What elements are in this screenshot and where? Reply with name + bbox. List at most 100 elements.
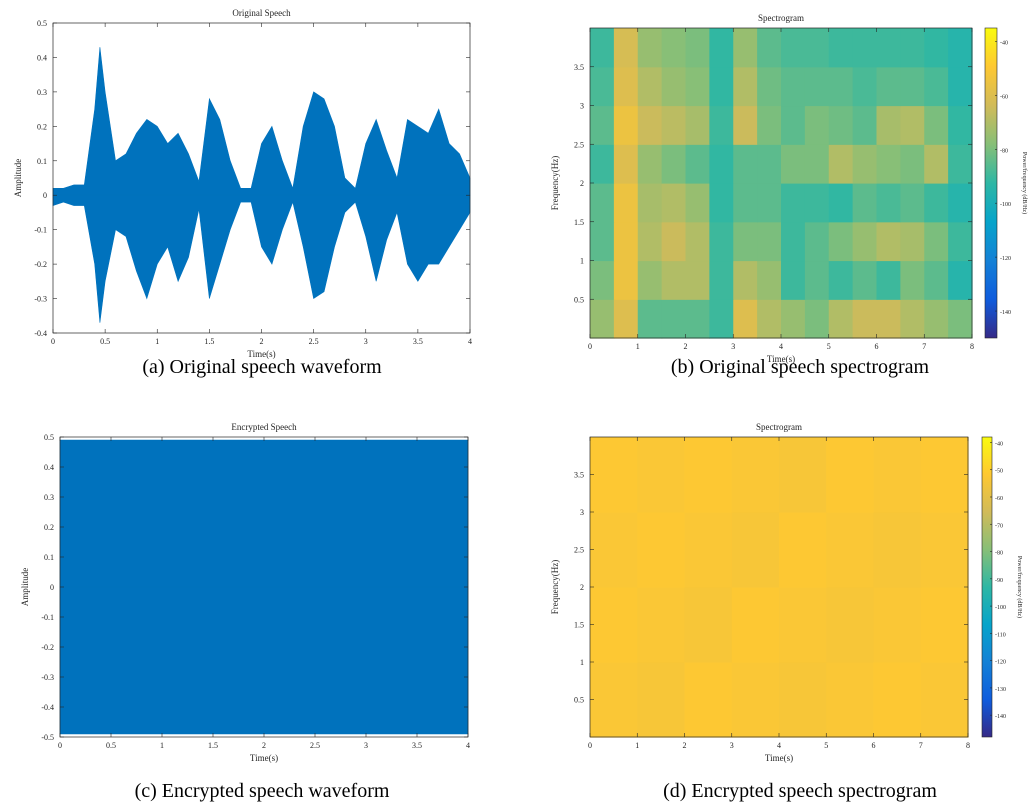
spectrogram-cell: [781, 222, 805, 261]
x-tick-label: 3: [730, 741, 734, 750]
x-tick-label: 2: [683, 741, 687, 750]
spectrogram-cell: [853, 144, 877, 183]
spectrogram-cell: [874, 512, 922, 588]
spectrogram-cell: [781, 261, 805, 300]
x-tick-label: 2.5: [309, 337, 319, 346]
spectrogram-cell: [757, 183, 781, 222]
spectrogram-cell: [948, 261, 972, 300]
spectrogram-cell: [686, 261, 710, 300]
colorbar-tick-label: -90: [995, 578, 1003, 584]
waveform-lower: [60, 587, 468, 734]
spectrogram-cell: [732, 437, 780, 513]
spectrogram-cell: [686, 299, 710, 338]
x-tick-label: 2.5: [310, 741, 320, 750]
spectrogram-cell: [948, 183, 972, 222]
spectrogram-cell: [662, 299, 686, 338]
spectrogram-cell: [614, 261, 638, 300]
spectrogram-cell: [757, 67, 781, 106]
spectrogram-cell: [709, 67, 733, 106]
x-tick-label: 0: [588, 342, 592, 351]
spectrogram-cell: [900, 261, 924, 300]
spectrogram-cell: [826, 587, 874, 663]
page: {"chart_data": [ {"type": "envelope", "t…: [0, 0, 1031, 807]
x-tick-label: 0: [58, 741, 62, 750]
spectrogram-cell: [829, 144, 853, 183]
x-tick-label: 7: [919, 741, 923, 750]
y-tick-label: 2.5: [574, 140, 584, 149]
spectrogram-cell: [829, 222, 853, 261]
x-tick-label: 0.5: [100, 337, 110, 346]
y-tick-label: 0.4: [44, 463, 54, 472]
spectrogram-cell: [829, 183, 853, 222]
spectrogram-cell: [709, 299, 733, 338]
spectrogram-cell: [590, 261, 614, 300]
caption: (d) Encrypted speech spectrogram: [663, 780, 937, 802]
spectrogram-cell: [853, 28, 877, 67]
spectrogram-cell: [805, 222, 829, 261]
spectrogram-cell: [877, 67, 901, 106]
y-tick-label: 0.2: [44, 523, 54, 532]
spectrogram-cell: [921, 587, 969, 663]
spectrogram-cell: [709, 144, 733, 183]
x-tick-label: 3: [731, 342, 735, 351]
y-tick-label: 0.3: [37, 88, 47, 97]
spectrogram-cell: [829, 106, 853, 145]
spectrogram-cell: [638, 222, 662, 261]
x-tick-label: 2: [684, 342, 688, 351]
spectrogram-cell: [853, 67, 877, 106]
spectrogram-cell: [826, 662, 874, 738]
spectrogram-cell: [590, 144, 614, 183]
spectrogram-cell: [877, 106, 901, 145]
spectrogram-cell: [733, 299, 757, 338]
spectrogram-cell: [781, 144, 805, 183]
spectrogram-cell: [614, 183, 638, 222]
y-tick-label: -0.5: [41, 733, 54, 742]
y-tick-label: 3: [580, 508, 584, 517]
spectrogram-cell: [757, 144, 781, 183]
spectrogram-cell: [662, 28, 686, 67]
spectrogram-cell: [779, 437, 827, 513]
caption: (a) Original speech waveform: [142, 356, 382, 378]
caption: (c) Encrypted speech waveform: [135, 780, 390, 802]
colorbar-tick-label: -80: [1000, 148, 1008, 154]
spectrogram-cell: [686, 144, 710, 183]
waveform-upper: [60, 440, 468, 587]
y-tick-label: -0.4: [41, 703, 54, 712]
x-tick-label: 5: [824, 741, 828, 750]
spectrogram-cell: [805, 299, 829, 338]
spectrogram-cell: [779, 512, 827, 588]
spectrogram-cell: [853, 183, 877, 222]
spectrogram-cell: [662, 261, 686, 300]
spectrogram-cell: [662, 67, 686, 106]
y-axis-label: Frequency(Hz): [550, 560, 560, 614]
colorbar-tick-label: -140: [995, 714, 1006, 720]
spectrogram-cell: [900, 222, 924, 261]
spectrogram-cell: [779, 662, 827, 738]
spectrogram-cell: [757, 106, 781, 145]
spectrogram-cell: [709, 261, 733, 300]
y-tick-label: 0.5: [574, 696, 584, 705]
spectrogram-cell: [900, 183, 924, 222]
colorbar: [985, 28, 997, 338]
spectrogram-cell: [757, 222, 781, 261]
spectrogram-cell: [921, 662, 969, 738]
spectrogram-cell: [732, 662, 780, 738]
spectrogram-cell: [805, 67, 829, 106]
spectrogram-cell: [829, 28, 853, 67]
spectrogram-cell: [685, 587, 733, 663]
spectrogram-cell: [853, 299, 877, 338]
x-tick-label: 4: [777, 741, 781, 750]
y-tick-label: 0.2: [37, 122, 47, 131]
y-tick-label: -0.4: [34, 329, 47, 338]
x-tick-label: 3.5: [413, 337, 423, 346]
spectrogram-cell: [590, 587, 638, 663]
spectrogram-cell: [614, 144, 638, 183]
y-axis-label: Amplitude: [20, 568, 30, 607]
spectrogram-cell: [614, 28, 638, 67]
colorbar-label: Power/frequency (dB/Hz): [1016, 556, 1023, 618]
y-tick-label: 3.5: [574, 471, 584, 480]
spectrogram-cell: [733, 28, 757, 67]
waveform-upper: [53, 47, 470, 195]
spectrogram-cell: [877, 183, 901, 222]
spectrogram-cell: [877, 222, 901, 261]
